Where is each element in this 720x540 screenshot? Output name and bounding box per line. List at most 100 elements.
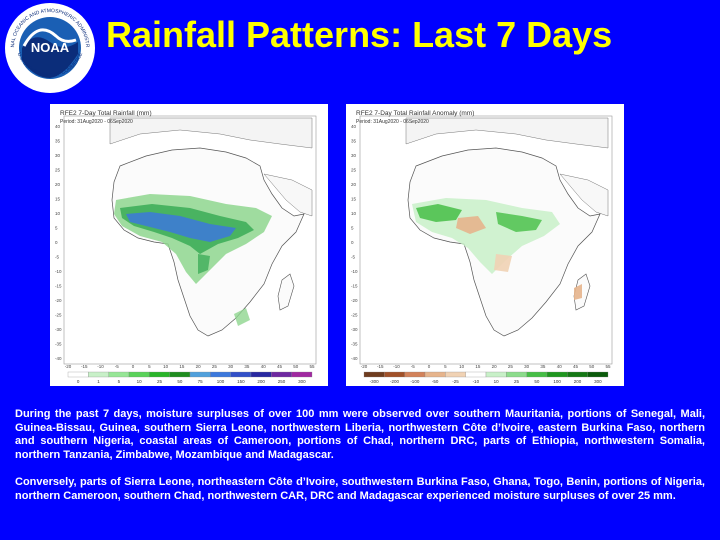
lon-tick-label: 25 <box>212 364 218 369</box>
legend-value-label: 0 <box>77 379 80 384</box>
map-title: RFE2 7-Day Total Rainfall (mm) <box>60 110 152 117</box>
legend-value-label: -10 <box>473 379 480 384</box>
europe-landmass <box>109 117 313 149</box>
map-period: Period: 31Aug2020 - 06Sep2020 <box>60 119 133 125</box>
lon-tick-label: 15 <box>475 364 481 369</box>
lat-tick-label: -25 <box>55 313 62 318</box>
legend-value-label: 50 <box>177 379 183 384</box>
lon-tick-label: 40 <box>261 364 267 369</box>
legend-swatch <box>230 371 252 378</box>
legend-value-label: 10 <box>137 379 143 384</box>
arabia-landmass <box>263 173 313 217</box>
legend-value-label: 200 <box>257 379 265 384</box>
lon-tick-label: 45 <box>277 364 283 369</box>
legend-swatch <box>67 371 89 378</box>
lon-tick-label: 10 <box>163 364 169 369</box>
legend-swatch <box>546 371 568 378</box>
lon-tick-label: 30 <box>524 364 530 369</box>
lat-tick-label: 30 <box>351 153 357 158</box>
legend-swatch <box>567 371 588 378</box>
lat-tick-label: 35 <box>351 139 357 144</box>
lon-tick-label: -5 <box>411 364 415 369</box>
lon-tick-label: -10 <box>393 364 400 369</box>
rainfall-band-heavy <box>126 212 236 242</box>
lat-tick-label: 0 <box>55 240 58 245</box>
description-paragraph-1: During the past 7 days, moisture surplus… <box>15 408 705 461</box>
lat-tick-label: -10 <box>351 269 358 274</box>
legend-value-label: 25 <box>157 379 163 384</box>
lon-tick-label: 30 <box>228 364 234 369</box>
rainfall-south <box>234 308 250 326</box>
legend-swatch <box>526 371 548 378</box>
legend-value-label: 200 <box>574 379 582 384</box>
legend-swatch <box>88 371 109 378</box>
legend-value-label: 1 <box>97 379 100 384</box>
lon-tick-label: 10 <box>459 364 465 369</box>
lon-tick-label: 35 <box>244 364 250 369</box>
description-paragraph-2: Conversely, parts of Sierra Leone, north… <box>15 476 705 502</box>
lat-tick-label: -5 <box>55 255 59 260</box>
legend-value-label: -100 <box>410 379 420 384</box>
anomaly-surplus-east <box>496 212 542 232</box>
legend-swatch <box>108 371 130 378</box>
lat-tick-label: -5 <box>351 255 355 260</box>
arabia-landmass <box>559 173 609 217</box>
madagascar-landmass <box>277 273 295 311</box>
legend-swatch <box>506 371 527 378</box>
anomaly-surplus-west <box>416 204 462 222</box>
legend-swatch <box>404 371 426 378</box>
lon-tick-label: 0 <box>428 364 431 369</box>
lat-tick-label: 15 <box>55 197 61 202</box>
legend-value-label: 300 <box>298 379 306 384</box>
europe-landmass <box>405 117 609 149</box>
map-period: Period: 31Aug2020 - 06Sep2020 <box>356 119 429 125</box>
lon-tick-label: -5 <box>115 364 119 369</box>
lat-tick-label: -10 <box>55 269 62 274</box>
legend-value-label: 100 <box>553 379 561 384</box>
lat-tick-label: 40 <box>351 124 357 129</box>
lon-tick-label: -10 <box>97 364 104 369</box>
lat-tick-label: -30 <box>55 327 62 332</box>
lat-tick-label: -20 <box>351 298 358 303</box>
noaa-logo: NOAA NATIONAL OCEANIC AND ATMOSPHERIC AD… <box>2 0 96 94</box>
lat-tick-label: 25 <box>351 168 357 173</box>
lat-tick-label: 20 <box>351 182 357 187</box>
legend-value-label: 100 <box>217 379 225 384</box>
legend-swatch <box>485 371 507 378</box>
lon-tick-label: -20 <box>65 364 72 369</box>
rainfall-central <box>198 254 210 274</box>
legend-swatch <box>384 371 405 378</box>
anomaly-deficit-central <box>494 254 512 272</box>
lat-tick-label: 5 <box>351 226 354 231</box>
legend-swatch <box>189 371 211 378</box>
lon-tick-label: 20 <box>196 364 202 369</box>
lon-tick-label: 0 <box>132 364 135 369</box>
lon-tick-label: 45 <box>573 364 579 369</box>
legend-value-label: 10 <box>494 379 500 384</box>
lon-tick-label: 50 <box>589 364 595 369</box>
lon-tick-label: 25 <box>508 364 514 369</box>
lon-tick-label: 5 <box>148 364 151 369</box>
lat-tick-label: -35 <box>55 342 62 347</box>
legend-value-label: -25 <box>452 379 459 384</box>
legend-swatch <box>587 371 609 378</box>
lon-tick-label: 5 <box>444 364 447 369</box>
lon-tick-label: 15 <box>179 364 185 369</box>
anomaly-deficit-madagascar <box>574 284 582 300</box>
lat-tick-label: -35 <box>351 342 358 347</box>
map-title: RFE2 7-Day Total Rainfall Anomaly (mm) <box>356 110 475 117</box>
lon-tick-label: 35 <box>540 364 546 369</box>
legend-swatch <box>271 371 292 378</box>
legend-swatch <box>445 371 466 378</box>
legend-value-label: -300 <box>370 379 380 384</box>
lat-tick-label: -40 <box>55 356 62 361</box>
legend-swatch <box>149 371 170 378</box>
logo-text: NOAA <box>31 40 70 55</box>
legend-swatch <box>291 371 313 378</box>
lat-tick-label: 10 <box>351 211 357 216</box>
lon-tick-label: 55 <box>605 364 611 369</box>
lat-tick-label: 30 <box>55 153 61 158</box>
lat-tick-label: 0 <box>351 240 354 245</box>
legend-value-label: 150 <box>237 379 245 384</box>
rainfall-total-map: 40 35 30 25 20 15 10 5 0 -5 -10 -15 -20 -25 -30 -35 -40-… <box>50 104 328 386</box>
